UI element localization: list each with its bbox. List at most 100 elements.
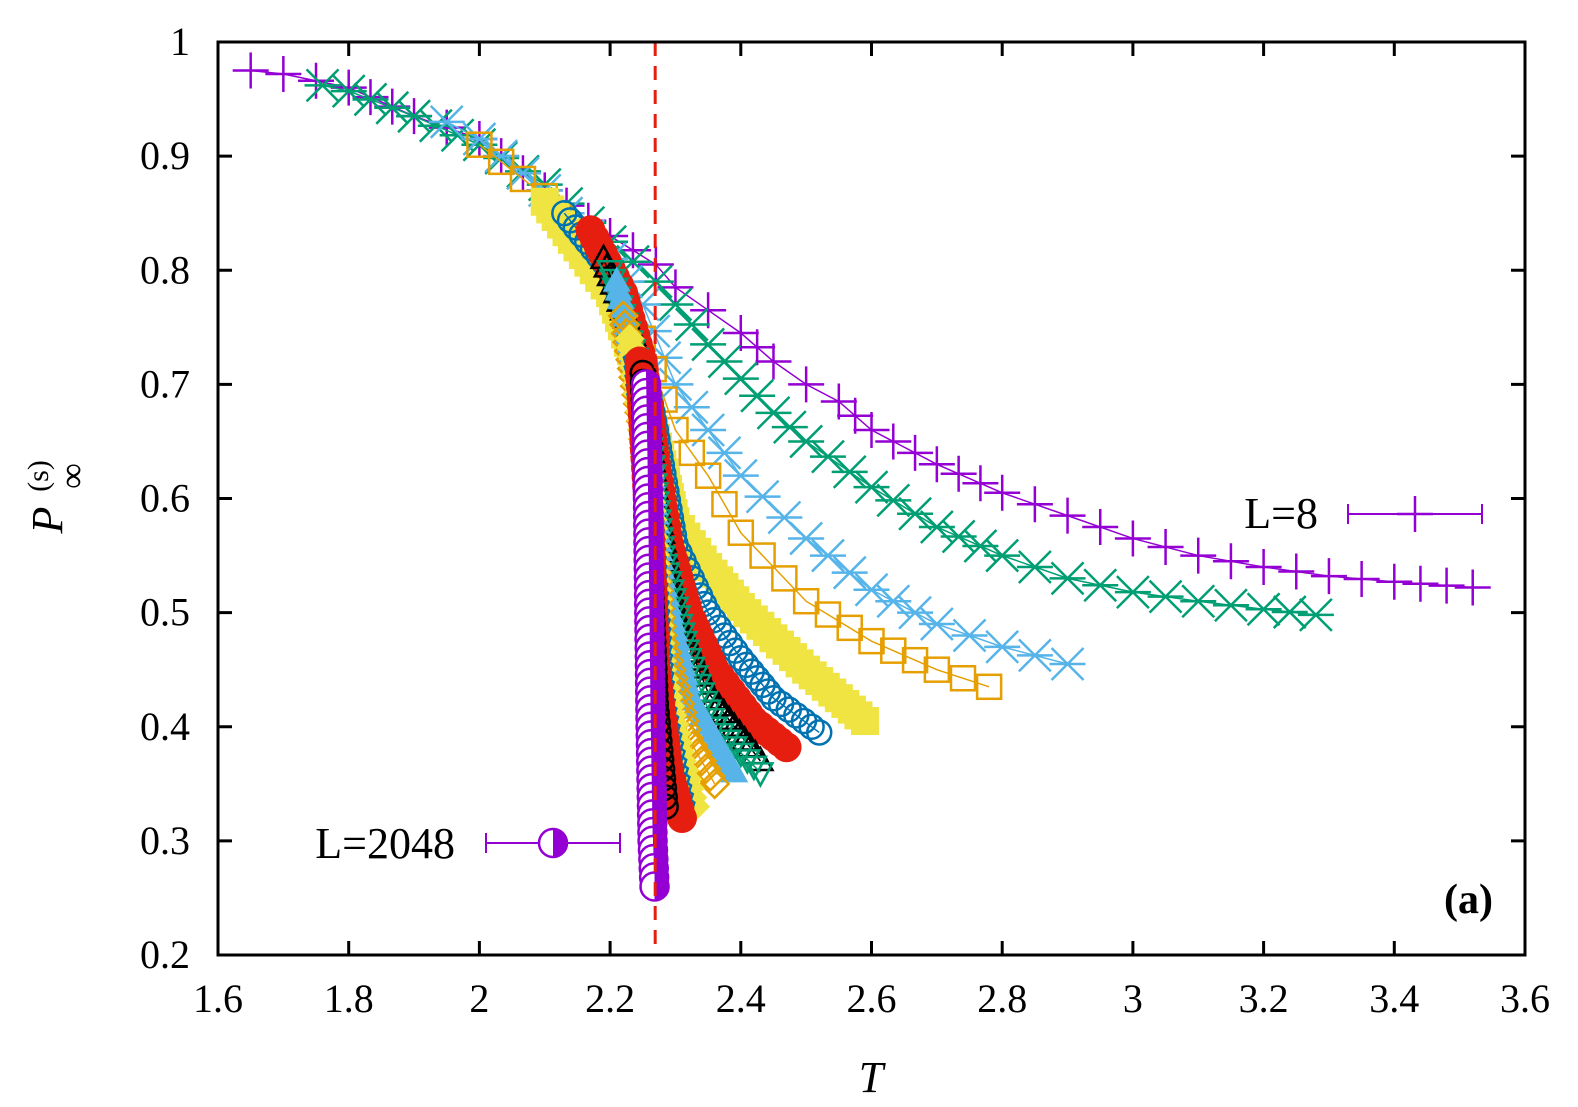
data-point-square-open (814, 601, 842, 628)
data-point-plus (330, 69, 367, 106)
data-point-plus (739, 329, 776, 366)
data-point-cross (722, 361, 759, 396)
data-point-plus (232, 52, 269, 89)
y-tick-label: 0.2 (140, 932, 190, 977)
y-tick-label: 0.8 (140, 247, 190, 292)
data-point-square-open (509, 165, 537, 193)
y-axis-label-superscript: (s) (22, 460, 55, 492)
data-point-plus (1049, 497, 1086, 534)
data-point-cross (897, 496, 934, 531)
data-point-cross (1049, 561, 1086, 596)
data-point-cross (984, 538, 1021, 573)
data-point-square-open (694, 462, 722, 489)
x-tick-label: 3 (1123, 976, 1143, 1021)
data-point-cross (1271, 595, 1308, 629)
data-point-triangle-down-open (746, 762, 775, 789)
data-point-plus (853, 412, 890, 449)
data-point-star (984, 629, 1021, 664)
data-point-plus (1397, 496, 1433, 532)
data-point-triangle-down-open (733, 749, 762, 775)
data-point-square-open (858, 627, 885, 655)
data-point-star (1016, 638, 1053, 673)
data-point-cross (809, 439, 846, 474)
data-point-plus (1310, 558, 1347, 595)
data-point-cross (831, 454, 868, 489)
data-point-plus (837, 397, 874, 434)
data-point-cross (1180, 584, 1217, 619)
legend-sample-l2048 (485, 827, 621, 859)
data-point-plus (984, 474, 1021, 511)
x-tick-label: 3.6 (1500, 976, 1550, 1021)
series-layer (232, 52, 1491, 902)
series-line (322, 84, 1316, 616)
y-tick-label: 0.4 (140, 704, 190, 749)
data-point-square-open (949, 664, 977, 692)
data-point-plus (657, 269, 694, 306)
data-point-cross (1245, 592, 1282, 627)
data-point-square-open (678, 439, 706, 467)
data-point-cross (1147, 579, 1184, 614)
axis-ticks: 1.6 1.8 2 2.2 2.4 2.6 2.8 3 3.2 3.4 3.6 0.2 0.3 0.4 0.… (140, 19, 1550, 1021)
data-point-cross (1016, 550, 1053, 584)
y-tick-label: 1 (170, 19, 190, 64)
data-point-triangle-filled (720, 757, 749, 783)
x-tick-label: 2 (469, 976, 489, 1021)
data-point-cross (788, 424, 825, 459)
data-point-square-open (792, 587, 820, 615)
y-axis-label-subscript: ∞ (52, 463, 92, 489)
data-point-plus (897, 434, 934, 471)
legend-label-l8: L=8 (1244, 489, 1318, 538)
data-point-square-open (466, 131, 493, 158)
data-point-plus (1454, 569, 1491, 606)
data-point-plus (918, 446, 955, 483)
data-point-plus (1278, 553, 1315, 590)
data-point-square-open (923, 656, 951, 683)
data-point-triangle-down-open (726, 742, 755, 769)
data-point-plus (690, 292, 727, 329)
x-tick-label: 3.4 (1369, 976, 1419, 1021)
x-tick-label: 3.2 (1239, 976, 1289, 1021)
data-point-cross (304, 68, 341, 103)
legend: L=8 L=2048 (315, 489, 1483, 868)
data-point-triangle-down-open (739, 755, 768, 782)
y-tick-label: 0.5 (140, 590, 190, 635)
data-point-square-open (771, 565, 798, 592)
data-point-cross (1082, 568, 1119, 603)
data-point-square-open (901, 646, 929, 674)
data-point-plus (962, 465, 999, 502)
x-axis-label: T (859, 1053, 887, 1102)
data-point-triangle-open (704, 690, 733, 717)
data-point-plus (722, 315, 759, 352)
data-point-diamond-open (690, 752, 722, 785)
x-tick-label: 2.6 (847, 976, 897, 1021)
data-point-diamond-open (607, 300, 639, 332)
data-point-cross (739, 378, 776, 413)
data-point-cross (853, 470, 890, 504)
panel-label: (a) (1444, 877, 1493, 923)
data-point-plus (755, 343, 792, 380)
data-point-square-open (749, 542, 776, 569)
data-point-plus (940, 455, 977, 492)
data-point-plus (1402, 565, 1439, 602)
data-point-cross (1297, 598, 1334, 632)
data-point-circle-filled (771, 732, 802, 763)
data-point-star (1049, 647, 1086, 681)
y-tick-label: 0.6 (140, 476, 190, 521)
data-point-star (809, 538, 846, 573)
data-point-circle-open (798, 713, 825, 740)
data-point-plus (1245, 548, 1282, 585)
data-point-plus (1016, 486, 1053, 523)
y-tick-label: 0.9 (140, 133, 190, 178)
x-tick-label: 2.8 (977, 976, 1027, 1021)
data-point-star (428, 105, 465, 139)
data-point-plus (1114, 520, 1151, 557)
data-point-square-filled (850, 707, 879, 736)
data-point-square-open (727, 519, 755, 546)
data-point-cross (673, 307, 710, 342)
y-tick-label: 0.3 (140, 818, 190, 863)
data-point-plus (1428, 567, 1465, 604)
data-point-plus (875, 423, 912, 460)
data-point-cross (755, 396, 792, 430)
data-point-square-open (711, 490, 738, 518)
